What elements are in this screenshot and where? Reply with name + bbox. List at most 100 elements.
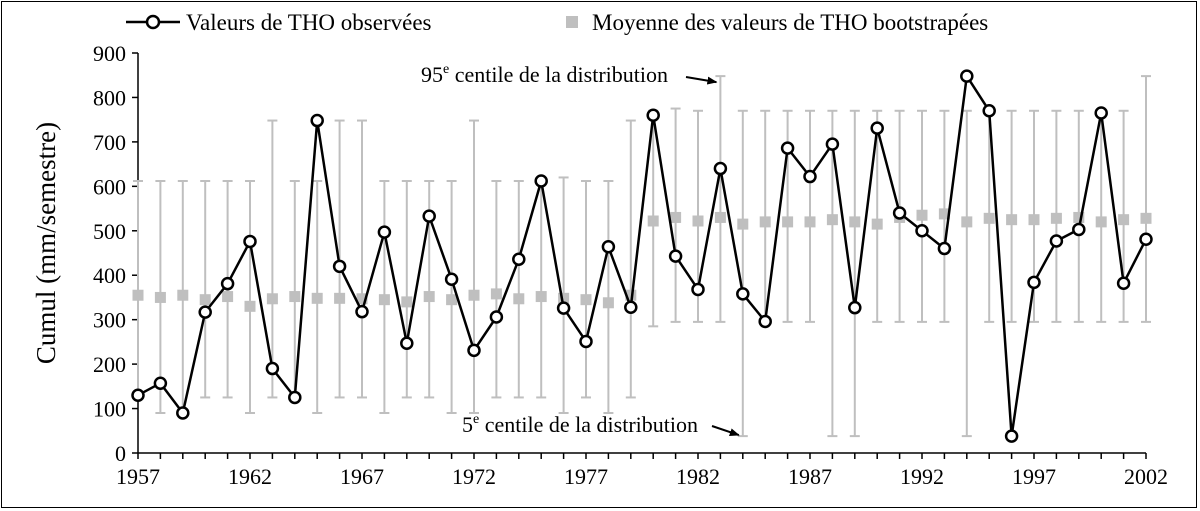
mean-marker xyxy=(177,289,189,301)
x-tick-label: 2002 xyxy=(1124,464,1168,489)
mean-marker xyxy=(356,293,368,305)
mean-marker xyxy=(580,294,592,306)
mean-marker xyxy=(222,291,234,303)
mean-marker xyxy=(378,294,390,306)
observed-point xyxy=(400,336,414,350)
y-tick-label: 300 xyxy=(93,308,126,333)
observed-point xyxy=(265,361,280,376)
observed-point xyxy=(601,240,616,254)
annotation-number: 5 xyxy=(462,412,473,437)
observed-point xyxy=(646,108,660,122)
observed-point xyxy=(892,206,907,220)
y-tick-label: 400 xyxy=(93,263,126,288)
x-tick-label: 1987 xyxy=(788,464,832,489)
observed-point xyxy=(310,113,324,128)
y-tick-label: 600 xyxy=(93,174,126,199)
mean-marker xyxy=(1095,216,1107,228)
y-tick-label: 900 xyxy=(93,41,126,66)
x-tick-label: 1957 xyxy=(116,464,160,489)
mean-marker xyxy=(961,216,973,228)
x-tick-label: 1992 xyxy=(900,464,944,489)
y-tick-label: 800 xyxy=(93,85,126,110)
observed-point xyxy=(243,234,257,249)
observed-point xyxy=(1072,222,1086,237)
annotation-text: centile de la distribution xyxy=(449,62,668,87)
annotation-superscript: e xyxy=(443,62,449,77)
observed-point xyxy=(198,305,212,319)
mean-marker xyxy=(154,291,166,303)
legend: Valeurs de THO observées Moyenne des val… xyxy=(126,10,988,35)
observed-point xyxy=(1139,232,1153,246)
mean-marker xyxy=(558,292,570,304)
mean-marker xyxy=(938,208,950,220)
mean-marker xyxy=(826,214,838,226)
mean-marker xyxy=(490,288,502,300)
observed-point xyxy=(803,169,817,184)
observed-point xyxy=(668,249,683,263)
mean-marker xyxy=(1073,211,1085,223)
observed-point xyxy=(736,287,750,301)
legend-mean-marker xyxy=(566,16,578,28)
observed-point xyxy=(870,121,884,135)
observed-point xyxy=(825,137,840,151)
observed-point xyxy=(534,174,548,188)
legend-mean-label: Moyenne des valeurs de THO bootstrapées xyxy=(592,10,988,35)
mean-marker xyxy=(446,294,458,306)
observed-point xyxy=(422,209,436,223)
mean-marker xyxy=(132,289,144,301)
mean-marker xyxy=(199,294,211,306)
annotation-text: centile de la distribution xyxy=(479,412,698,437)
observed-point xyxy=(332,259,347,274)
mean-marker xyxy=(670,211,682,223)
annotation-arrow xyxy=(685,76,718,85)
mean-marker xyxy=(1140,212,1152,224)
x-tick-label: 1982 xyxy=(676,464,720,489)
mean-marker xyxy=(1028,214,1040,226)
mean-marker xyxy=(692,215,704,227)
observed-point xyxy=(915,224,929,238)
y-tick-label: 500 xyxy=(93,219,126,244)
observed-point xyxy=(288,390,302,405)
observed-point xyxy=(355,304,369,319)
mean-marker xyxy=(513,293,525,305)
observed-point xyxy=(444,272,459,286)
observed-point xyxy=(713,161,728,176)
mean-marker xyxy=(468,289,480,301)
mean-marker xyxy=(916,209,928,221)
observed-line xyxy=(137,74,1148,438)
y-tick-label: 100 xyxy=(93,397,126,422)
observed-point xyxy=(780,141,795,155)
mean-marker xyxy=(535,291,547,303)
mean-marker xyxy=(1006,214,1018,226)
x-tick-label: 1977 xyxy=(564,464,608,489)
observed-point xyxy=(176,406,190,420)
mean-marker xyxy=(714,211,726,223)
mean-marker xyxy=(423,291,435,303)
mean-marker xyxy=(983,212,995,224)
annotation-number: 95 xyxy=(421,62,443,87)
mean-marker xyxy=(804,216,816,228)
annotation-label: 5e centile de la distribution xyxy=(462,412,698,437)
mean-marker xyxy=(244,300,256,312)
observed-point xyxy=(691,282,705,297)
y-axis-label: Cumul (mm/semestre) xyxy=(31,122,61,364)
mean-marker xyxy=(647,215,659,227)
observed-point xyxy=(153,376,168,390)
observed-series xyxy=(131,69,1153,443)
mean-marker xyxy=(334,292,346,304)
legend-observed-marker xyxy=(145,14,161,30)
mean-marker xyxy=(602,297,614,309)
mean-marker xyxy=(759,216,771,228)
mean-marker xyxy=(625,289,637,301)
observed-point xyxy=(131,388,145,402)
observed-point xyxy=(1094,106,1108,120)
mean-marker xyxy=(401,296,413,308)
y-tick-label: 0 xyxy=(115,441,126,466)
observed-point xyxy=(1004,429,1019,443)
y-tick-label: 700 xyxy=(93,130,126,155)
axes: 0 100 200 300 400 500 600 700 800 900 1957 1962 1967… xyxy=(93,41,1168,489)
observed-point xyxy=(982,104,996,118)
